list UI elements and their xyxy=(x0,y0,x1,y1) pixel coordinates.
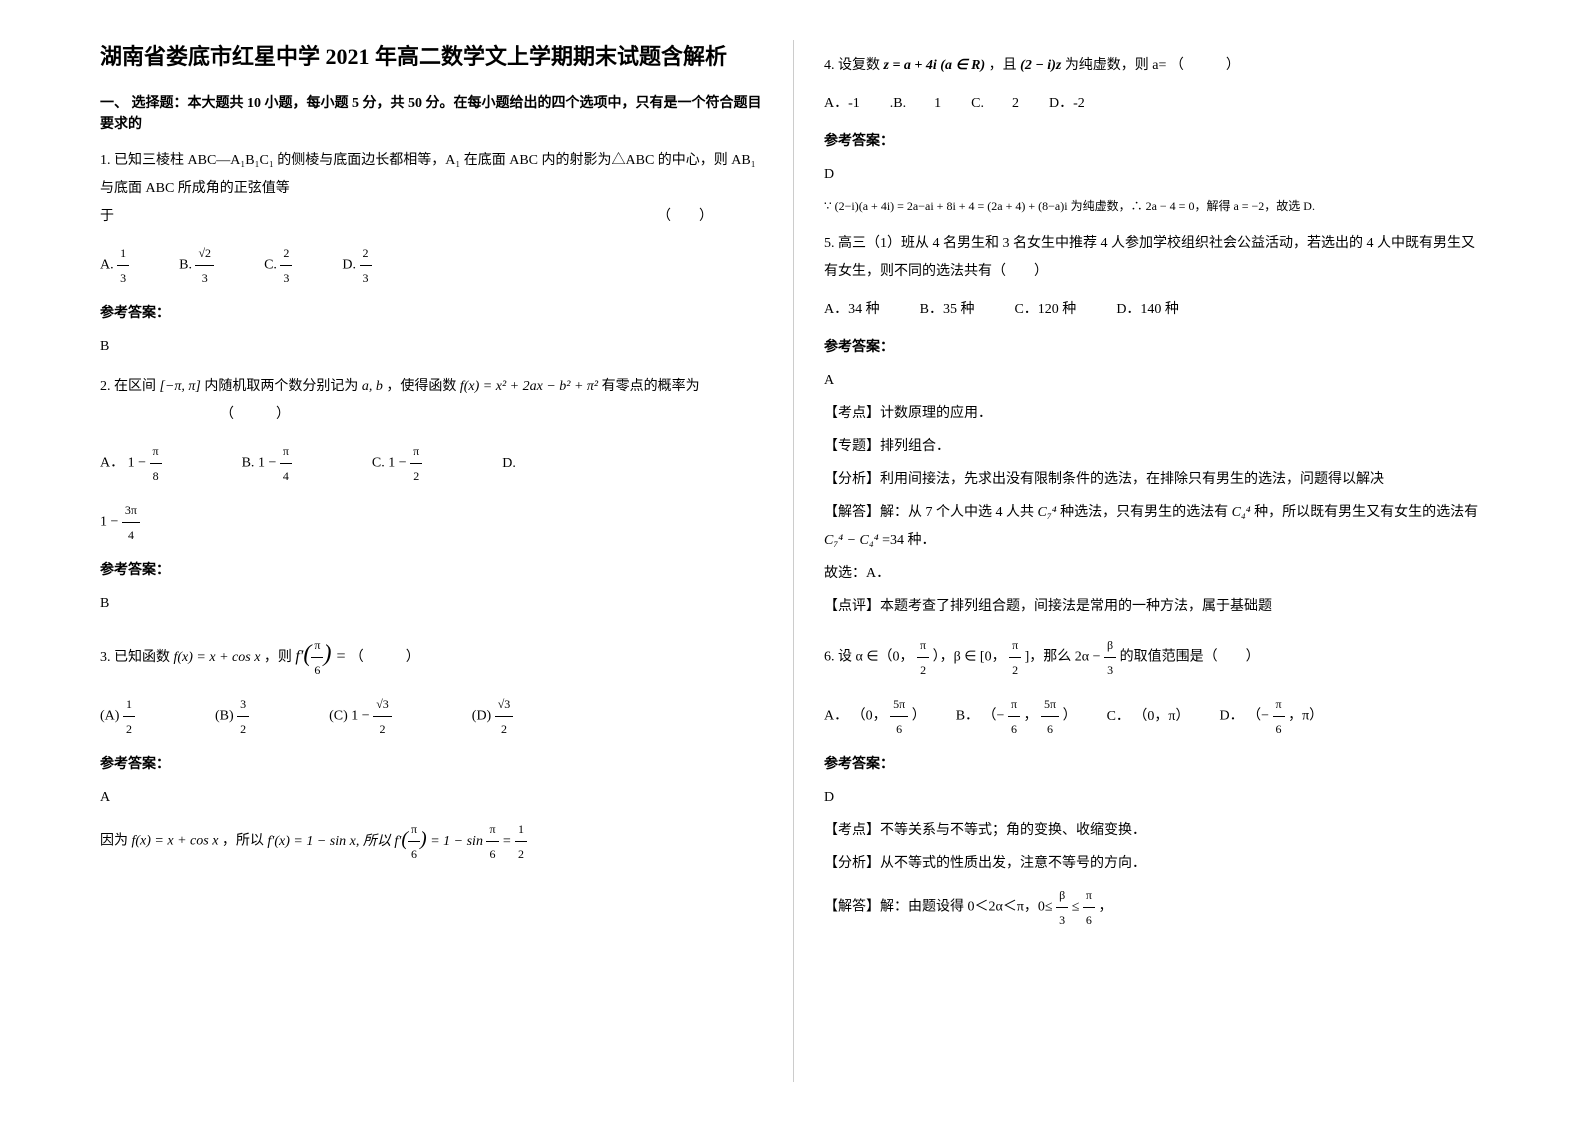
q5-tag5: 故选：A． xyxy=(824,560,1487,588)
q5-tag2: 【专题】排列组合． xyxy=(824,433,1487,461)
document-title: 湖南省娄底市红星中学 2021 年高二数学文上学期期末试题含解析 xyxy=(100,40,763,73)
q5-tag1: 【考点】计数原理的应用． xyxy=(824,400,1487,428)
q1-answer: B xyxy=(100,333,763,361)
q6-tag3: 【解答】解：由题设得 0＜2α＜π，0≤ β3 ≤ π6 ， xyxy=(824,883,1487,932)
q1-optD: D. 23 xyxy=(342,241,371,290)
question-2: 2. 在区间 [−π, π] 内随机取两个数分别记为 a, b ，使得函数 f(… xyxy=(100,373,763,618)
q3-optA: (A) 12 xyxy=(100,692,135,741)
q4-options: A．-1 .B. 1 C. 2 D．-2 xyxy=(824,90,1487,118)
q3-optD: (D) √32 xyxy=(472,692,514,741)
q4-answer-label: 参考答案： xyxy=(824,128,1487,156)
q2-optD: D. xyxy=(502,450,516,478)
q3-answer: A xyxy=(100,784,763,812)
q1-options: A. 13 B. √23 C. 23 D. 23 xyxy=(100,241,763,290)
q6-answer: D xyxy=(824,784,1487,812)
q1-blank: （ ） xyxy=(657,203,713,231)
q6-answer-label: 参考答案： xyxy=(824,751,1487,779)
q5-options: A．34 种 B．35 种 C．120 种 D．140 种 xyxy=(824,296,1487,324)
question-5: 5. 高三（1）班从 4 名男生和 3 名女生中推荐 4 人参加学校组织社会公益… xyxy=(824,230,1487,621)
q1-optB: B. √23 xyxy=(179,241,214,290)
q6-optB: B． （− π6 ， 5π6 ） xyxy=(956,692,1077,741)
q5-answer: A xyxy=(824,367,1487,395)
q4-answer: D xyxy=(824,161,1487,189)
q3-answer-label: 参考答案： xyxy=(100,751,763,779)
q2-optA: A． 1 − π8 xyxy=(100,439,162,488)
q3-optC: (C) 1 − √32 xyxy=(329,692,392,741)
q5-optA: A．34 种 xyxy=(824,296,880,324)
q3-explain: 因为 f(x) = x + cos x ，所以 f′(x) = 1 − sin … xyxy=(100,817,763,866)
q6-optD: D． （− π6 ，π） xyxy=(1219,692,1323,741)
question-3: 3. 已知函数 f(x) = x + cos x ，则 f′(π6) = （ ）… xyxy=(100,630,763,866)
q4-optA: A．-1 xyxy=(824,90,860,118)
q6-optA: A． （0， 5π6 ） xyxy=(824,692,926,741)
question-1: 1. 已知三棱柱 ABC—A₁B₁C₁ 的侧棱与底面边长都相等，A₁ 在底面 A… xyxy=(100,147,763,361)
q5-tag6: 【点评】本题考查了排列组合题，间接法是常用的一种方法，属于基础题 xyxy=(824,593,1487,621)
q1-text2: 于 xyxy=(100,203,114,231)
section-header: 一、 选择题：本大题共 10 小题，每小题 5 分，共 50 分。在每小题给出的… xyxy=(100,93,763,135)
q6-text: 6. 设 α ∈（0， π2 ），β ∈ [0， π2 ]，那么 2α − β3… xyxy=(824,633,1487,682)
q4-optB: .B. 1 xyxy=(890,90,941,118)
question-4: 4. 设复数 z = a + 4i (a ∈ R) ，且 (2 − i)z 为纯… xyxy=(824,52,1487,218)
q3-text: 3. 已知函数 f(x) = x + cos x ，则 f′(π6) = （ ） xyxy=(100,630,763,682)
right-column: 4. 设复数 z = a + 4i (a ∈ R) ，且 (2 − i)z 为纯… xyxy=(804,40,1507,1082)
q2-text: 2. 在区间 [−π, π] 内随机取两个数分别记为 a, b ，使得函数 f(… xyxy=(100,373,763,401)
q5-optC: C．120 种 xyxy=(1014,296,1076,324)
q5-answer-label: 参考答案： xyxy=(824,334,1487,362)
q1-optC: C. 23 xyxy=(264,241,292,290)
q6-tag1: 【考点】不等关系与不等式；角的变换、收缩变换． xyxy=(824,817,1487,845)
q2-answer: B xyxy=(100,590,763,618)
q6-options: A． （0， 5π6 ） B． （− π6 ， 5π6 ） C． （0，π） D… xyxy=(824,692,1487,741)
q2-optC: C. 1 − π2 xyxy=(372,439,422,488)
q3-optB: (B) 32 xyxy=(215,692,249,741)
q4-text: 4. 设复数 z = a + 4i (a ∈ R) ，且 (2 − i)z 为纯… xyxy=(824,52,1487,80)
q5-tag3: 【分析】利用间接法，先求出没有限制条件的选法，在排除只有男生的选法，问题得以解决 xyxy=(824,466,1487,494)
q3-options: (A) 12 (B) 32 (C) 1 − √32 (D) √32 xyxy=(100,692,763,741)
q5-text: 5. 高三（1）班从 4 名男生和 3 名女生中推荐 4 人参加学校组织社会公益… xyxy=(824,230,1487,286)
q5-optD: D．140 种 xyxy=(1116,296,1179,324)
column-divider xyxy=(793,40,794,1082)
q5-tag4: 【解答】解：从 7 个人中选 4 人共 C₇⁴ 种选法，只有男生的选法有 C₄⁴… xyxy=(824,499,1487,555)
q2-options: A． 1 − π8 B. 1 − π4 C. 1 − π2 D. xyxy=(100,439,763,488)
left-column: 湖南省娄底市红星中学 2021 年高二数学文上学期期末试题含解析 一、 选择题：… xyxy=(80,40,783,1082)
q6-optC: C． （0，π） xyxy=(1107,703,1190,731)
question-6: 6. 设 α ∈（0， π2 ），β ∈ [0， π2 ]，那么 2α − β3… xyxy=(824,633,1487,932)
q4-explain: ∵ (2−i)(a + 4i) = 2a−ai + 8i + 4 = (2a +… xyxy=(824,194,1487,218)
q6-tag2: 【分析】从不等式的性质出发，注意不等号的方向． xyxy=(824,850,1487,878)
q1-optA: A. 13 xyxy=(100,241,129,290)
q1-answer-label: 参考答案： xyxy=(100,300,763,328)
q2-optD-value: 1 − 3π4 xyxy=(100,498,763,547)
q4-optD: D．-2 xyxy=(1049,90,1085,118)
q5-optB: B．35 种 xyxy=(920,296,975,324)
q1-text: 1. 已知三棱柱 ABC—A₁B₁C₁ 的侧棱与底面边长都相等，A₁ 在底面 A… xyxy=(100,147,763,203)
q2-blank: （ ） xyxy=(220,401,763,429)
q2-answer-label: 参考答案： xyxy=(100,557,763,585)
q4-optC: C. 2 xyxy=(971,90,1019,118)
q2-optB: B. 1 − π4 xyxy=(242,439,292,488)
